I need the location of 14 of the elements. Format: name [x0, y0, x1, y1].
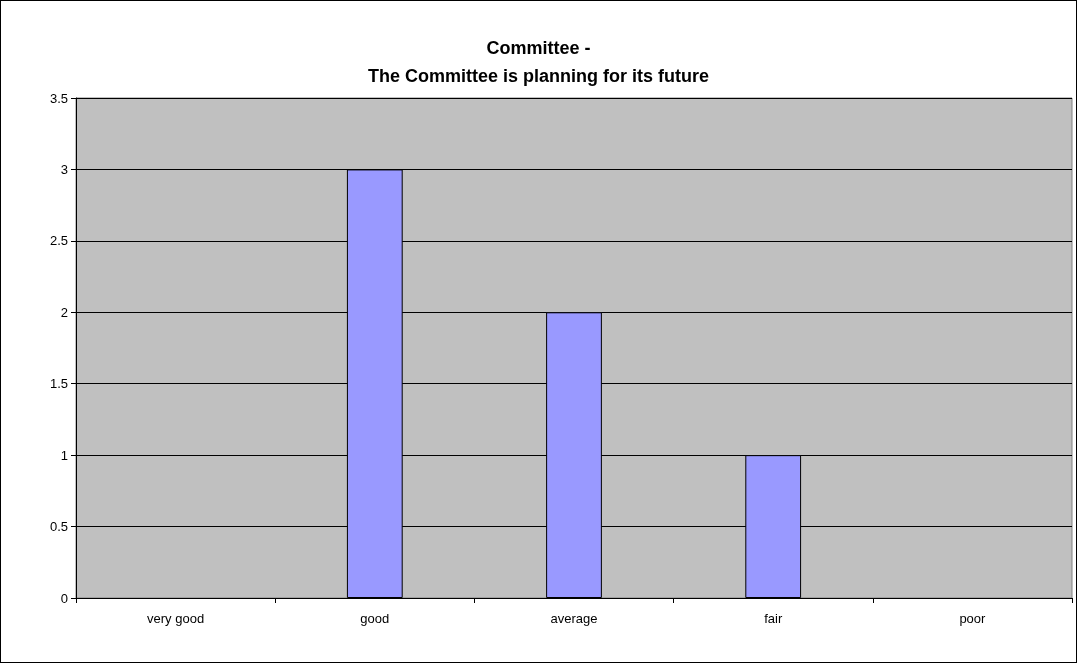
x-tick-label: poor	[959, 611, 987, 626]
y-tick-label: 3.5	[49, 90, 68, 106]
x-tick-label: fair	[764, 611, 783, 626]
y-tick-label: 0	[60, 590, 68, 606]
y-tick-label: 2	[60, 304, 68, 320]
chart-title: Committee - The Committee is planning for its future	[367, 38, 710, 86]
y-tick-label: 0.5	[49, 519, 68, 535]
x-tick-label: very good	[147, 611, 205, 626]
y-tick-label: 2.5	[49, 233, 68, 249]
x-tick-label: good	[360, 611, 390, 626]
y-tick-label: 3	[60, 161, 68, 177]
x-tick-label: average	[550, 611, 598, 626]
y-tick-label: 1.5	[49, 376, 68, 392]
y-tick-label: 1	[60, 447, 68, 463]
